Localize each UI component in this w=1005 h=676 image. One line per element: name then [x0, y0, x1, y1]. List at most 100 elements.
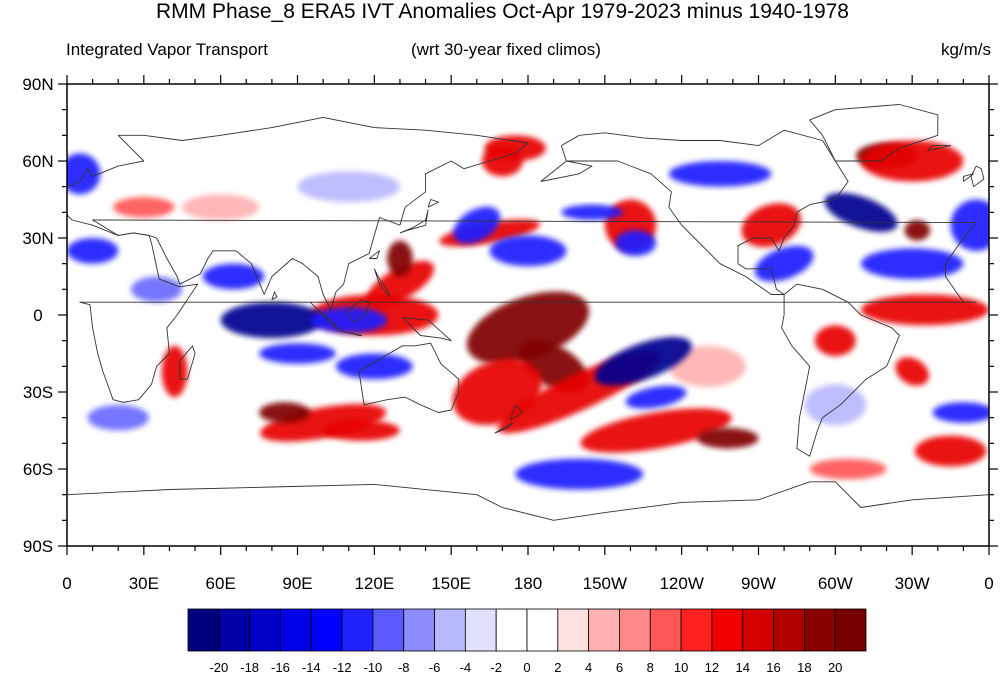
colorbar-swatch: [619, 608, 651, 652]
anomaly-blob-24: [809, 458, 887, 480]
colorbar-swatch: [649, 608, 682, 652]
lat-label: 90S: [23, 537, 53, 556]
coastline-22: [540, 160, 593, 182]
anomaly-blob-16: [741, 203, 802, 248]
anomaly-blob-28: [668, 345, 746, 387]
anomaly-blob-40: [615, 230, 657, 256]
units-label: kg/m/s: [940, 40, 991, 59]
anomaly-blob-9: [259, 403, 387, 442]
coastline-7: [179, 345, 196, 380]
lon-label: 90E: [282, 574, 312, 593]
anomaly-blob-30: [310, 307, 388, 333]
anomaly-blob-7: [365, 260, 435, 308]
anomaly-blob-39: [561, 204, 623, 221]
coastline-2: [358, 342, 460, 413]
latitude-labels: 90N 60N 30N 0 30S 60S 90S: [22, 75, 53, 556]
coastline-11: [402, 317, 452, 342]
anomaly-blob-42: [860, 248, 964, 280]
colorbar-swatch: [495, 608, 528, 652]
anomaly-blob-4: [580, 408, 732, 453]
colorbar-swatch: [249, 608, 281, 652]
colorbar-label: -2: [490, 660, 502, 675]
anomaly-blob-23: [914, 435, 987, 467]
anomaly-blob-46: [932, 402, 989, 423]
colorbar: [187, 608, 867, 652]
colorbar-label: 20: [828, 660, 842, 675]
colorbar-swatch: [310, 608, 343, 652]
colorbar-label: 0: [523, 660, 530, 675]
anomaly-field: [67, 135, 989, 490]
colorbar-label: -20: [209, 660, 228, 675]
anomaly-blob-31: [202, 263, 265, 290]
anomaly-blob-33: [335, 353, 413, 380]
coastline-20: [271, 291, 278, 301]
coastline-15: [427, 199, 439, 208]
lon-label: 150W: [583, 574, 627, 593]
coastlines: [67, 104, 989, 521]
colorbar-label: -14: [302, 660, 321, 675]
lon-label: 0: [984, 574, 993, 593]
anomaly-blob-35: [625, 385, 687, 409]
longitude-labels: 0 30E 60E 90E 120E 150E 180 150W 120W 90W 60W 30W 0: [62, 574, 993, 593]
lon-label: 120W: [659, 574, 703, 593]
anomaly-blob-21: [814, 325, 856, 357]
lat-label: 60S: [23, 460, 53, 479]
anomaly-blob-27: [481, 145, 523, 177]
colorbar-labels: -20 -18 -16 -14 -12 -10 -8 -6 -4 -2 0 2 4 6 8 10 12 14 16 1…: [209, 660, 842, 675]
colorbar-swatch: [588, 608, 620, 652]
lat-label: 30N: [22, 229, 53, 248]
colorbar-label: -8: [398, 660, 410, 675]
colorbar-label: 8: [647, 660, 654, 675]
anomaly-blob-8: [387, 240, 413, 277]
colorbar-label: 2: [554, 660, 561, 675]
coastline-13: [494, 422, 514, 434]
colorbar-swatch: [773, 608, 805, 652]
lon-label: 60E: [206, 574, 236, 593]
coastline-10: [345, 299, 370, 324]
coastline-9: [338, 329, 362, 336]
lat-label: 90N: [22, 75, 53, 94]
lon-label: 30W: [895, 574, 930, 593]
anomaly-blob-48: [67, 238, 119, 264]
colorbar-swatch: [372, 608, 405, 652]
anomaly-blob-52: [804, 384, 867, 426]
anomaly-blob-43: [950, 199, 989, 251]
colorbar-label: -18: [240, 660, 259, 675]
colorbar-swatch: [711, 608, 744, 652]
anomaly-blob-25: [113, 196, 175, 218]
anomaly-blob-32: [259, 343, 336, 364]
anomaly-blob-36: [515, 458, 644, 490]
colorbar-swatch: [403, 608, 435, 652]
anomaly-blob-29: [220, 302, 324, 339]
coastline-21: [368, 250, 380, 259]
coastline-14: [399, 209, 429, 234]
anomaly-blob-47: [67, 153, 101, 195]
colorbar-label: 16: [766, 660, 780, 675]
colorbar-label: 10: [674, 660, 688, 675]
anomaly-blob-34: [594, 336, 692, 386]
coastline-1: [79, 219, 977, 403]
colorbar-label: -12: [333, 660, 352, 675]
colorbar-label: -6: [429, 660, 441, 675]
coastline-5: [809, 104, 939, 162]
colorbar-swatch: [742, 608, 774, 652]
colorbar-swatch: [218, 608, 251, 652]
chart-title: RMM Phase_8 ERA5 IVT Anomalies Oct-Apr 1…: [156, 0, 849, 23]
colorbar-swatch: [834, 608, 867, 652]
lon-label: 0: [62, 574, 71, 593]
anomaly-blob-37: [453, 206, 501, 244]
coastline-16: [373, 268, 391, 298]
colorbar-swatch: [280, 608, 312, 652]
anomaly-blob-38: [489, 235, 567, 267]
colorbar-swatch: [803, 608, 836, 652]
colorbar-label: 4: [585, 660, 592, 675]
colorbar-label: -10: [364, 660, 383, 675]
colorbar-swatch: [464, 608, 497, 652]
colorbar-label: 18: [797, 660, 811, 675]
anomaly-blob-45: [754, 245, 814, 282]
anomaly-blob-22: [895, 357, 929, 386]
coastline-17: [970, 165, 985, 188]
colorbar-swatch: [526, 608, 559, 652]
coastline-19: [927, 145, 952, 152]
